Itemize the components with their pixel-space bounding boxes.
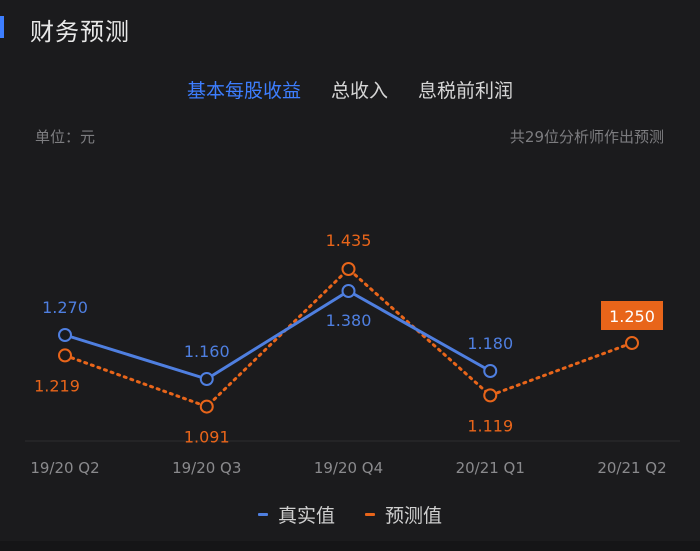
actual-point [199,372,214,386]
actual-data-label: 1.160 [184,342,230,361]
x-tick-label: 20/21 Q2 [597,459,666,477]
accent-bar [0,16,4,38]
forecast-point [199,399,214,414]
legend-label-actual: 真实值 [277,504,335,527]
highlight-badge [601,301,663,330]
forecast-point [625,336,639,350]
section-title: 财务预测 [30,18,130,46]
legend-item-actual[interactable]: 真实值 [257,498,335,530]
legend-swatch-forecast [365,512,375,516]
x-tick-label: 20/21 Q1 [456,459,525,477]
tab-eps[interactable]: 基本每股收益 [186,80,301,102]
actual-data-label: 1.380 [326,311,372,330]
eps-forecast-chart: 19/20 Q2 19/20 Q3 19/20 Q4 20/21 Q1 20/21 Q2… [25,231,680,477]
actual-data-label: 1.270 [42,298,88,317]
tab-ebit[interactable]: 息税前利润 [418,80,514,102]
actual-point [483,364,498,378]
legend-label-forecast: 预测值 [385,504,443,527]
analyst-count-note: 共29位分析师作出预测 [509,128,664,146]
forecast-data-label: 1.435 [326,231,372,250]
x-tick-label: 19/20 Q4 [314,459,383,477]
forecast-point [341,262,356,276]
bottom-divider [0,541,700,551]
legend-item-forecast[interactable]: 预测值 [365,498,442,530]
chart-legend: 真实值 预测值 [0,498,700,530]
actual-point [58,328,72,342]
legend-swatch-actual [257,512,268,516]
x-tick-label: 19/20 Q2 [30,459,99,477]
highlight-badge-label: 1.250 [609,307,655,326]
forecast-data-label: 1.219 [34,376,80,395]
metric-tabs: 基本每股收益 总收入 息税前利润 [0,72,700,106]
tab-total-revenue[interactable]: 总收入 [330,80,388,102]
series-line-forecast [63,267,634,409]
section-header: 财务预测 [0,0,700,58]
actual-point [341,284,356,298]
series-line-actual [64,289,491,381]
forecast-point [483,388,498,403]
forecast-point [58,348,72,363]
x-tick-label: 19/20 Q3 [172,459,241,477]
actual-data-label: 1.180 [467,334,513,353]
forecast-data-label: 1.091 [184,428,230,447]
unit-label: 单位：元 [35,128,96,146]
forecast-data-label: 1.119 [467,416,513,435]
